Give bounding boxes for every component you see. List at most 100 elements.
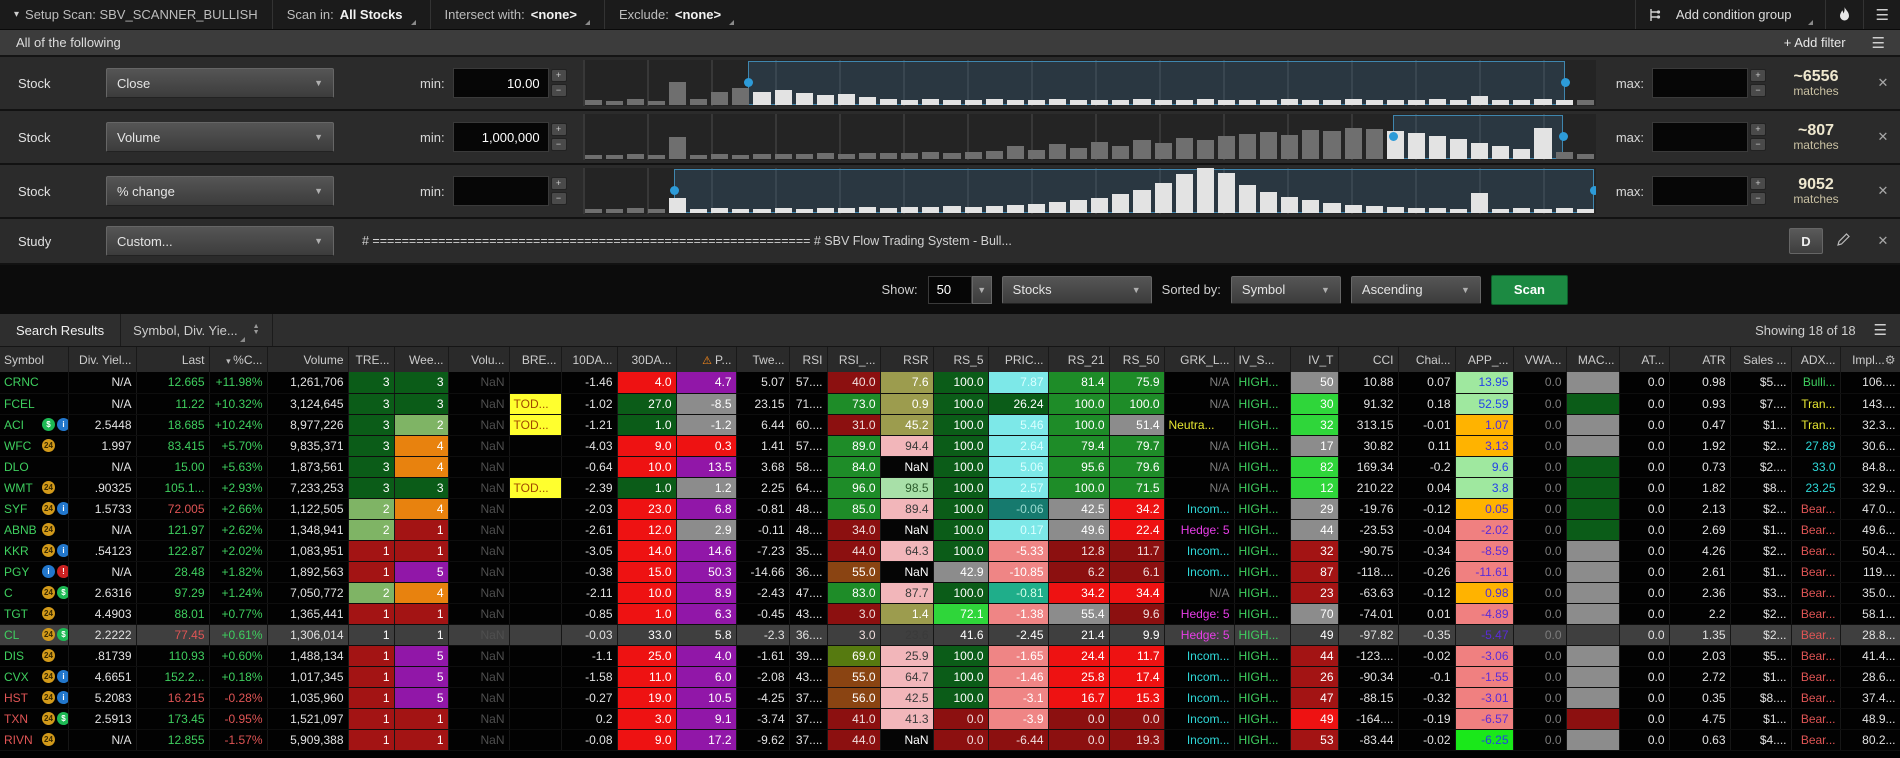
intersect-dropdown[interactable]: Intersect with: <none> [431,0,605,29]
filter-menu-icon[interactable]: ☰ [1871,34,1885,52]
table-row-c[interactable]: C24$i2.631697.29+1.24%7,050,77224NaN-2.1… [0,582,1900,604]
table-row-cvx[interactable]: CVX 24 i 4.6651 152.2... +0.18% 1,017,345 1 5 NaN… [0,666,1900,688]
table-row-kkr[interactable]: KKR 24 i .54123 122.87 +2.02% 1,083,951 1 1 NaN -3… [0,540,1900,562]
column-header-d10[interactable]: 10DA... [561,347,618,372]
table-row-abnb[interactable]: ABNB 24 N/A 121.97 +2.62% 1,348,941 2 1 NaN -2.61… [0,519,1900,541]
table-row-wmt[interactable]: WMT 24.90325 105.1... +2.93% 7,233,253 3 3 NaN T… [0,477,1900,499]
tab-search-results[interactable]: Search Results [0,314,122,346]
stepper-minus[interactable]: − [550,138,567,151]
column-header-twe[interactable]: Twe... [736,347,790,372]
range-histogram[interactable] [582,60,1596,106]
column-header-div[interactable]: Div. Yiel... [68,347,137,372]
column-header-vwa[interactable]: VWA... [1513,347,1567,372]
remove-filter-button[interactable]: ✕ [1877,129,1889,144]
exclude-dropdown[interactable]: Exclude: <none> [605,0,748,29]
column-header-mac[interactable]: MAC... [1566,347,1620,372]
stepper-minus[interactable]: − [1750,84,1766,97]
column-header-vol[interactable]: Volume [267,347,349,372]
column-header-tre[interactable]: TRE... [348,347,395,372]
add-filter-button[interactable]: + Add filter [1784,35,1846,50]
table-row-dlo[interactable]: DLO N/A 15.00 +5.63% 1,873,561 3 4 NaN -0.64 10.0… [0,456,1900,478]
column-header-rs50[interactable]: RS_50 [1109,347,1165,372]
range-selection[interactable] [747,61,1566,105]
results-menu-icon[interactable]: ☰ [1873,322,1887,339]
column-header-rsi2[interactable]: RSI_... [827,347,881,372]
filter-field-select[interactable]: Close ▼ [106,68,334,98]
sort-order-select[interactable]: Ascending ▼ [1350,275,1481,304]
remove-study-button[interactable]: ✕ [1877,233,1889,248]
gear-icon[interactable]: ⚙ [1884,352,1896,367]
min-input[interactable] [452,176,549,206]
range-handle-max[interactable] [1559,132,1569,141]
stepper-plus[interactable]: + [550,123,567,136]
column-header-sym[interactable]: Symbol [0,347,69,372]
add-condition-group-button[interactable]: Add condition group [1675,7,1792,22]
table-row-dis[interactable]: DIS 24 .81739 110.93 +0.60% 1,488,134 1 5 NaN -1.… [0,645,1900,667]
range-handle-max[interactable] [1561,78,1571,87]
min-input[interactable]: 10.00 [452,68,549,98]
column-header-volu[interactable]: Volu... [448,347,510,372]
stepper-plus[interactable]: + [1750,177,1766,190]
column-set-spinner[interactable]: ▲ ▼ [252,323,260,336]
filter-field-select[interactable]: Volume ▼ [106,122,334,152]
stepper-minus[interactable]: − [1750,138,1766,151]
stepper-plus[interactable]: + [550,177,567,190]
table-row-pgy[interactable]: PGY i! N/A 28.48 +1.82% 1,892,563 1 5 NaN -0.38 15… [0,561,1900,583]
column-header-p[interactable]: ⚠ P... [676,347,737,372]
range-histogram[interactable] [582,114,1596,160]
column-header-chg[interactable]: ▾ %C... [209,347,268,372]
column-header-adx[interactable]: ADX... [1791,347,1841,372]
stepper-plus[interactable]: + [1750,123,1766,136]
edit-pencil-icon[interactable] [1837,233,1850,249]
table-row-fcel[interactable]: FCEL N/A 11.22 +10.32% 3,124,645 3 3 NaN TOD... -… [0,393,1900,415]
toolbar-menu-button[interactable]: ☰ [1862,0,1900,29]
range-handle-min[interactable] [743,78,753,87]
column-header-ivt[interactable]: IV_T [1290,347,1339,372]
min-stepper[interactable]: + − [550,123,567,151]
filter-field-select[interactable]: % change ▼ [106,176,334,206]
result-type-select[interactable]: Stocks ▼ [1001,275,1152,304]
column-header-impl[interactable]: Impl... ⚙ [1840,347,1900,372]
column-header-rs21[interactable]: RS_21 [1048,347,1110,372]
range-handle-min[interactable] [1389,132,1399,141]
hot-scans-button[interactable] [1824,0,1863,29]
table-row-hst[interactable]: HST 24 i 5.2083 16.215 -0.28% 1,035,960 1 5 NaN -0… [0,687,1900,709]
column-header-rsr[interactable]: RSR [880,347,934,372]
table-row-crnc[interactable]: CRNC N/A 12.665 +11.98% 1,261,706 3 3 NaN -1.46 4… [0,372,1900,394]
min-input[interactable]: 1,000,000 [452,122,549,152]
column-header-wee[interactable]: Wee... [394,347,449,372]
column-header-sales[interactable]: Sales ... [1730,347,1792,372]
table-row-wfc[interactable]: WFC 24 1.997 83.415 +5.70% 9,835,371 3 4 NaN -4.0… [0,435,1900,457]
study-select[interactable]: Custom... ▼ [106,226,334,256]
column-header-chai[interactable]: Chai... [1398,347,1456,372]
table-row-tgt[interactable]: TGT 24 4.4903 88.01 +0.77% 1,365,441 1 1 NaN -0.8… [0,603,1900,625]
min-stepper[interactable]: + − [550,69,567,97]
range-handle-min[interactable] [669,186,679,195]
stepper-minus[interactable]: − [550,192,567,205]
setup-scan-menu[interactable]: ▾ Setup Scan: SBV_SCANNER_BULLISH [0,0,273,29]
table-row-cl[interactable]: CL 24 $2.2222 77.45 +0.61% 1,306,014 1 1 NaN -0.0… [0,624,1900,646]
max-stepper[interactable]: + − [1750,69,1766,97]
table-row-rivn[interactable]: RIVN 24 N/A 12.855 -1.57% 5,909,388 1 1 NaN -0.08… [0,729,1900,751]
stepper-plus[interactable]: + [1750,69,1766,82]
min-stepper[interactable]: + − [550,177,567,205]
column-header-grk[interactable]: GRK_L... [1164,347,1235,372]
column-header-rs5[interactable]: RS_5 [933,347,989,372]
column-header-app[interactable]: APP_... [1455,347,1514,372]
column-header-last[interactable]: Last [136,347,210,372]
column-header-d30[interactable]: 30DA... [617,347,677,372]
max-input[interactable] [1652,122,1748,152]
max-stepper[interactable]: + − [1750,177,1766,205]
max-input[interactable] [1652,68,1748,98]
scan-in-dropdown[interactable]: Scan in: All Stocks [273,0,431,29]
remove-filter-button[interactable]: ✕ [1877,75,1889,90]
sort-field-select[interactable]: Symbol ▼ [1230,275,1341,304]
max-input[interactable] [1652,176,1748,206]
range-histogram[interactable] [582,168,1596,214]
column-header-atr[interactable]: ATR [1669,347,1731,372]
column-header-pric[interactable]: PRIC... [988,347,1049,372]
range-handle-max[interactable] [1589,186,1596,195]
column-header-bre[interactable]: BRE... [509,347,562,372]
show-count-input[interactable]: 50 ▼ [927,275,992,304]
column-set-select[interactable]: Symbol, Div. Yie... ▲ ▼ [121,314,273,346]
